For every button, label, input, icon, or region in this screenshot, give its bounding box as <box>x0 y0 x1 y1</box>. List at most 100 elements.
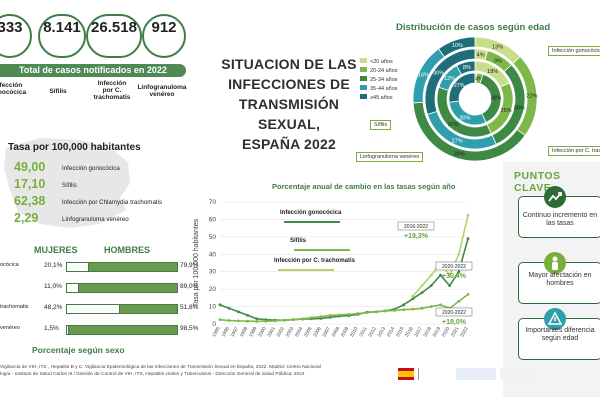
data-point <box>393 309 396 312</box>
data-point <box>466 292 470 296</box>
x-tick-label: 2008 <box>331 326 342 339</box>
data-point <box>439 273 442 277</box>
x-tick-label: 1995 <box>211 326 222 339</box>
donut-slice-label: 37% <box>448 122 459 128</box>
rate-value: 62,38 <box>14 194 46 208</box>
data-point <box>420 291 424 295</box>
rate-label: Linfogranuloma venéreo <box>62 216 129 223</box>
rate-value: 17,10 <box>14 177 46 191</box>
key-point-text: Importantes diferencia según edad <box>525 327 595 342</box>
kpi-gonococcal: 333 <box>0 14 32 58</box>
data-point <box>420 306 424 310</box>
legend-entry: 20-24 años <box>360 67 398 74</box>
x-tick-label: 2019 <box>432 326 443 339</box>
donut-slice-label: 27% <box>454 83 465 89</box>
donut-title: Distribución de casos según edad <box>396 22 551 33</box>
key-point-text: Mayor afectación en hombres <box>528 272 592 287</box>
women-percent: 20,1% <box>44 262 63 269</box>
y-tick-label: 40 <box>209 251 217 258</box>
donut-slice-label: 1% <box>472 76 480 82</box>
men-heading: HOMBRES <box>104 245 151 255</box>
data-point <box>457 252 461 256</box>
legend-entry: 25-34 años <box>360 76 398 83</box>
key-point-text: Continuo incremento en las tasas <box>522 212 598 227</box>
donut-slice-label: 16% <box>418 73 429 79</box>
kpi-lgv: 912 <box>142 14 186 58</box>
x-tick-label: 1997 <box>230 326 241 339</box>
series-line <box>219 293 469 323</box>
annotation-period: 2020-2022 <box>442 264 466 270</box>
women-percent: 1,5% <box>44 325 59 332</box>
line-chart-title: Porcentaje anual de cambio en las tasas … <box>272 182 456 191</box>
data-point <box>236 310 240 314</box>
data-point <box>356 312 360 315</box>
data-point <box>448 273 452 277</box>
kpi-label-lgv: Linfogranuloma venéreo <box>137 84 187 98</box>
data-point <box>328 314 332 317</box>
donut-slice-label: 39% <box>454 152 465 158</box>
rate-label: Sífilis <box>62 182 77 189</box>
men-percent: 98,5% <box>180 325 199 332</box>
data-point <box>319 315 323 319</box>
kpi-value: 26.518 <box>91 19 137 36</box>
legend-entry: <20 años <box>360 58 393 65</box>
x-tick-label: 2009 <box>340 326 351 339</box>
sex-row-label: trachomatis <box>0 304 29 310</box>
donut-slice-label: 10% <box>452 43 463 49</box>
partner-logo <box>500 368 530 380</box>
annotation-period: 2020-2022 <box>442 310 466 316</box>
title-line: ESPAÑA 2022 <box>241 136 337 152</box>
donut-slice-label: 13% <box>492 45 503 51</box>
women-percent: 11,0% <box>44 283 62 290</box>
donut-slice-label: 4% <box>477 52 485 58</box>
legend-label: <20 años <box>370 59 393 65</box>
donut-slice-label: 38% <box>490 96 501 102</box>
x-tick-label: 2016 <box>404 326 415 339</box>
annotation-period: 2016-2022 <box>404 224 428 230</box>
men-percent: 51,8% <box>180 304 199 311</box>
series-label: Infección por C. trachomatis <box>274 258 356 264</box>
donut-slice-label: 30% <box>433 71 444 77</box>
x-tick-label: 1996 <box>220 326 231 339</box>
legend-entry: 35-44 años <box>360 85 398 92</box>
x-tick-label: 2021 <box>450 326 461 339</box>
donut-callout: Infección por C. trachoma <box>548 146 600 156</box>
data-point <box>402 303 406 307</box>
title-line: TRANSMISIÓN SEXUAL, <box>238 96 340 132</box>
title-line: INFECCIONES DE <box>228 76 350 92</box>
data-point <box>227 306 231 310</box>
y-tick-label: 30 <box>209 269 217 276</box>
series-label: Sífilis <box>290 238 307 244</box>
data-point <box>310 316 314 320</box>
x-tick-label: 2000 <box>257 326 268 339</box>
donut-slice-label: 30% <box>514 105 525 111</box>
annotation-box <box>435 307 473 317</box>
men-bar <box>78 283 178 293</box>
footer-citation: Vigilancia de VIH, ITS , Hepatitis B y C… <box>0 365 390 378</box>
donut-callout: Infección gonocócica <box>548 46 600 56</box>
donut-slice <box>456 60 476 76</box>
spain-map-icon <box>4 138 130 228</box>
data-point <box>457 299 461 303</box>
x-tick-label: 2013 <box>377 326 388 339</box>
ministry-logo <box>418 368 453 380</box>
series-label: Infección gonocócica <box>280 210 342 216</box>
x-tick-label: 2004 <box>294 326 305 339</box>
data-point <box>466 213 470 217</box>
data-point <box>466 237 470 240</box>
data-point <box>246 313 249 317</box>
x-tick-label: 2001 <box>266 326 277 339</box>
legend-swatch <box>360 76 367 81</box>
rate-value: 49,00 <box>14 160 46 174</box>
y-tick-label: 50 <box>209 234 217 241</box>
legend-label: 20-24 años <box>370 68 398 74</box>
x-tick-label: 2012 <box>367 326 378 339</box>
kpi-label-chlamydia: Infección por C. trachomatis <box>93 80 131 101</box>
x-tick-label: 2007 <box>321 326 332 339</box>
data-point <box>457 270 461 274</box>
annotation-change: +30,4% <box>442 273 467 280</box>
data-point <box>383 309 387 313</box>
data-point <box>420 284 424 288</box>
women-bar <box>66 304 122 314</box>
donut-slice-label: 4% <box>475 76 483 82</box>
